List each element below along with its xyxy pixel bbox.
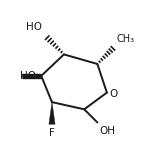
Text: HO: HO — [20, 71, 36, 81]
Text: F: F — [49, 128, 55, 138]
Text: OH: OH — [100, 126, 116, 136]
Text: CH₃: CH₃ — [116, 34, 135, 44]
Text: HO: HO — [27, 22, 42, 32]
Text: O: O — [110, 89, 118, 99]
Polygon shape — [49, 102, 55, 124]
